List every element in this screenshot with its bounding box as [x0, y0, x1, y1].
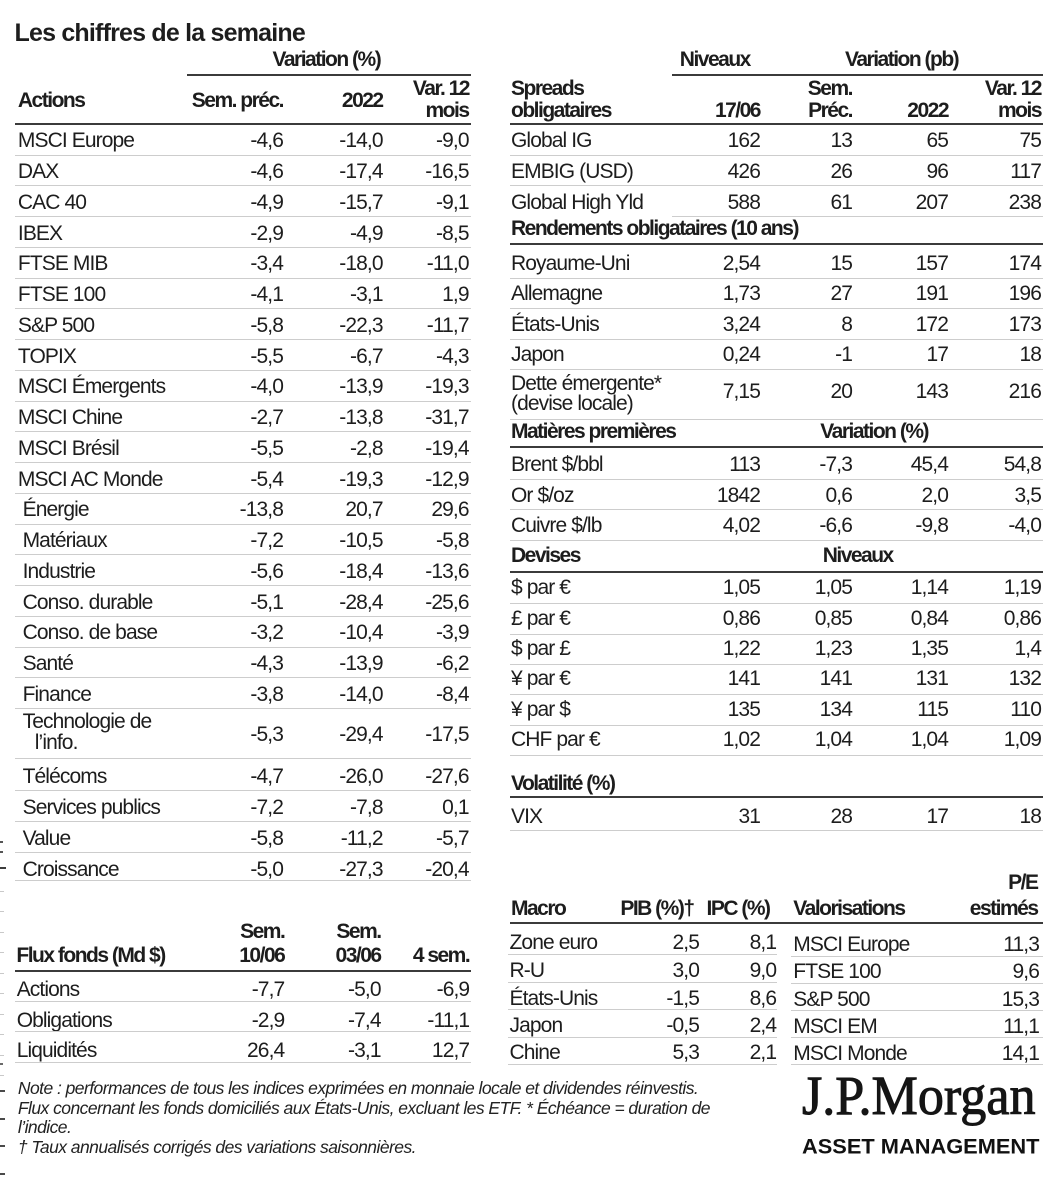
svg-text:ASSET MANAGEMENT: ASSET MANAGEMENT [802, 1134, 1040, 1158]
svg-text:J.P.Morgan: J.P.Morgan [802, 1065, 1036, 1126]
